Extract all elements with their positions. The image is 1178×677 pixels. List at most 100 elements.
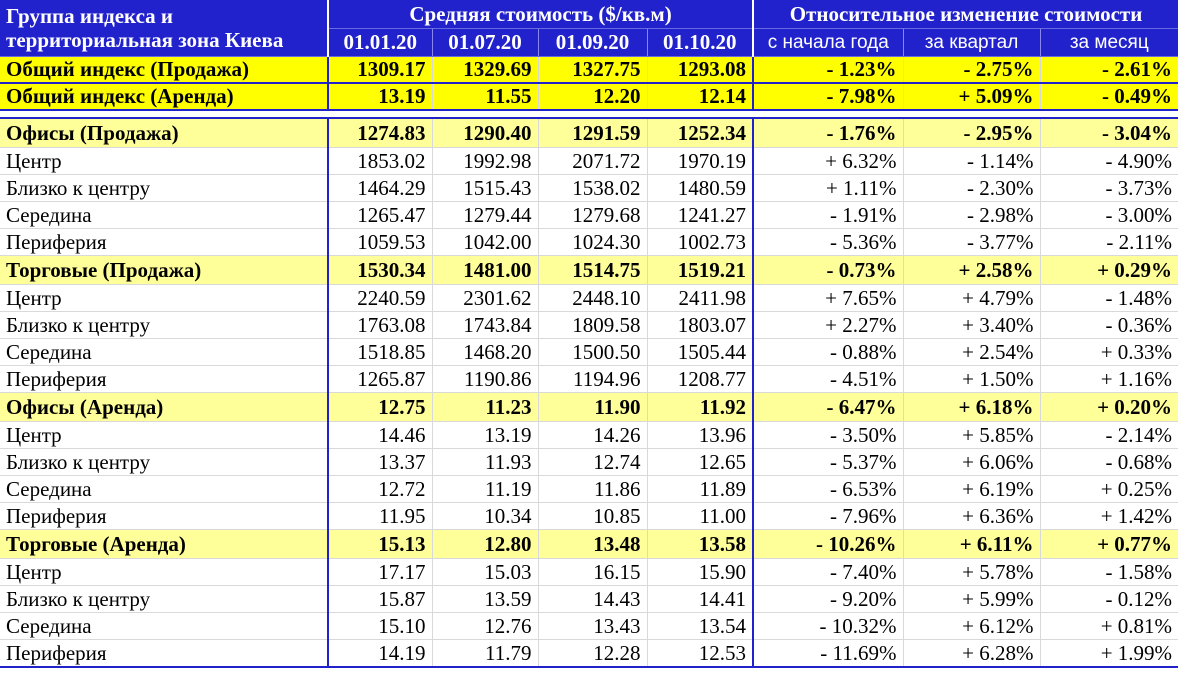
cost-cell: 12.80 [431,529,538,559]
change-cell: - 0.73% [752,255,904,285]
cost-cell: 10.34 [431,502,538,530]
change-cell: - 1.14% [902,147,1041,175]
row-label: Середина [0,338,328,366]
cost-cell: 1208.77 [646,365,754,393]
change-cell: - 2.30% [902,174,1041,202]
row-label: Периферия [0,502,328,530]
date-header: 01.01.20 [327,28,432,57]
change-cell: - 2.61% [1039,56,1178,84]
change-cell: - 3.00% [1039,201,1178,229]
group-column-header: Группа индекса и территориальная зона Ки… [0,0,328,57]
change-cell: + 6.06% [902,448,1041,476]
cost-cell: 17.17 [327,558,432,586]
cost-cell: 13.96 [646,421,754,449]
row-label: Середина [0,201,328,229]
cost-cell: 1970.19 [646,147,754,175]
change-cell: - 1.58% [1039,558,1178,586]
cost-cell: 12.53 [646,639,754,668]
cost-cell: 15.10 [327,612,432,640]
change-cell: + 6.11% [902,529,1041,559]
change-cell: - 0.68% [1039,448,1178,476]
change-cell: + 5.09% [902,83,1041,111]
row-label: Центр [0,558,328,586]
change-cell: + 1.50% [902,365,1041,393]
row-label: Центр [0,284,328,312]
change-cell: - 1.23% [752,56,904,84]
cost-cell: 1853.02 [327,147,432,175]
table-row: Середина 12.72 11.19 11.86 11.89- 6.53% + 6.1… [0,475,1178,503]
cost-cell: 11.90 [537,392,647,422]
table-row: Центр 14.46 13.19 14.26 13.96- 3.50% + 5.85% -… [0,421,1178,449]
change-cell: - 1.76% [752,117,904,148]
cost-cell: 13.54 [646,612,754,640]
change-cell: + 3.40% [902,311,1041,339]
table-row: Периферия 14.19 11.79 12.28 12.53- 11.69% + 6… [0,639,1178,668]
total-index-row: Общий индекс (Аренда) 13.19 11.55 12.20 12.1… [0,83,1178,111]
cost-cell: 11.92 [646,392,754,422]
row-label: Торговые (Продажа) [0,255,328,285]
change-cell: + 6.36% [902,502,1041,530]
change-cell: - 0.12% [1039,585,1178,613]
table-row: Периферия 1265.87 1190.86 1194.96 1208.77- 4… [0,365,1178,393]
cost-cell: 1274.83 [327,117,432,148]
change-cell: + 1.99% [1039,639,1178,668]
row-label: Офисы (Аренда) [0,392,328,422]
cost-cell: 11.79 [431,639,538,668]
table-row: Середина 1518.85 1468.20 1500.50 1505.44- 0.… [0,338,1178,366]
cost-cell: 14.43 [537,585,647,613]
change-cell: + 2.27% [752,311,904,339]
cost-cell: 1464.29 [327,174,432,202]
change-cell: + 0.20% [1039,392,1178,422]
cost-cell: 2071.72 [537,147,647,175]
date-header: 01.10.20 [646,28,754,57]
cost-cell: 14.46 [327,421,432,449]
table-row: Близко к центру 13.37 11.93 12.74 12.65- 5.3… [0,448,1178,476]
spacer-row [0,110,1178,119]
change-cell: - 9.20% [752,585,904,613]
cost-cell: 1290.40 [431,117,538,148]
change-cell: - 1.48% [1039,284,1178,312]
cost-cell: 15.13 [327,529,432,559]
cost-cell: 11.93 [431,448,538,476]
change-cell: + 7.65% [752,284,904,312]
cost-cell: 12.20 [537,83,647,111]
change-cell: - 4.90% [1039,147,1178,175]
row-label: Торговые (Аренда) [0,529,328,559]
change-cell: + 0.33% [1039,338,1178,366]
cost-cell: 1468.20 [431,338,538,366]
row-label: Периферия [0,365,328,393]
cost-cell: 1002.73 [646,228,754,256]
row-label: Периферия [0,228,328,256]
table-row: Периферия 11.95 10.34 10.85 11.00- 7.96% + 6.… [0,502,1178,530]
cost-cell: 1042.00 [431,228,538,256]
header-row-sub: 01.01.20 01.07.20 01.09.20 01.10.20 с на… [0,28,1178,57]
cost-cell: 1327.75 [537,56,647,84]
row-label: Близко к центру [0,585,328,613]
change-cell: + 0.77% [1039,529,1178,559]
row-label: Середина [0,612,328,640]
cost-cell: 1505.44 [646,338,754,366]
change-cell: - 5.37% [752,448,904,476]
change-cell: - 10.32% [752,612,904,640]
date-header: 01.09.20 [537,28,647,57]
group-label-line2: территориальная зона Киева [6,28,284,52]
change-cell: - 0.49% [1039,83,1178,111]
cost-cell: 1519.21 [646,255,754,285]
change-cell: - 2.98% [902,201,1041,229]
cost-cell: 1194.96 [537,365,647,393]
change-cell: - 0.36% [1039,311,1178,339]
cost-cell: 13.43 [537,612,647,640]
change-cell: + 6.28% [902,639,1041,668]
cost-cell: 14.41 [646,585,754,613]
table-row: Середина 15.10 12.76 13.43 13.54- 10.32% + 6.… [0,612,1178,640]
cost-cell: 11.89 [646,475,754,503]
total-index-row: Общий индекс (Продажа) 1309.17 1329.69 1327… [0,56,1178,84]
change-header-month: за месяц [1039,28,1178,57]
change-cell: - 3.04% [1039,117,1178,148]
cost-cell: 2448.10 [537,284,647,312]
rel-change-header: Относительное изменение стоимости [752,0,1178,29]
cost-cell: 15.03 [431,558,538,586]
row-label: Общий индекс (Продажа) [0,56,328,84]
cost-cell: 12.74 [537,448,647,476]
change-cell: - 2.95% [902,117,1041,148]
